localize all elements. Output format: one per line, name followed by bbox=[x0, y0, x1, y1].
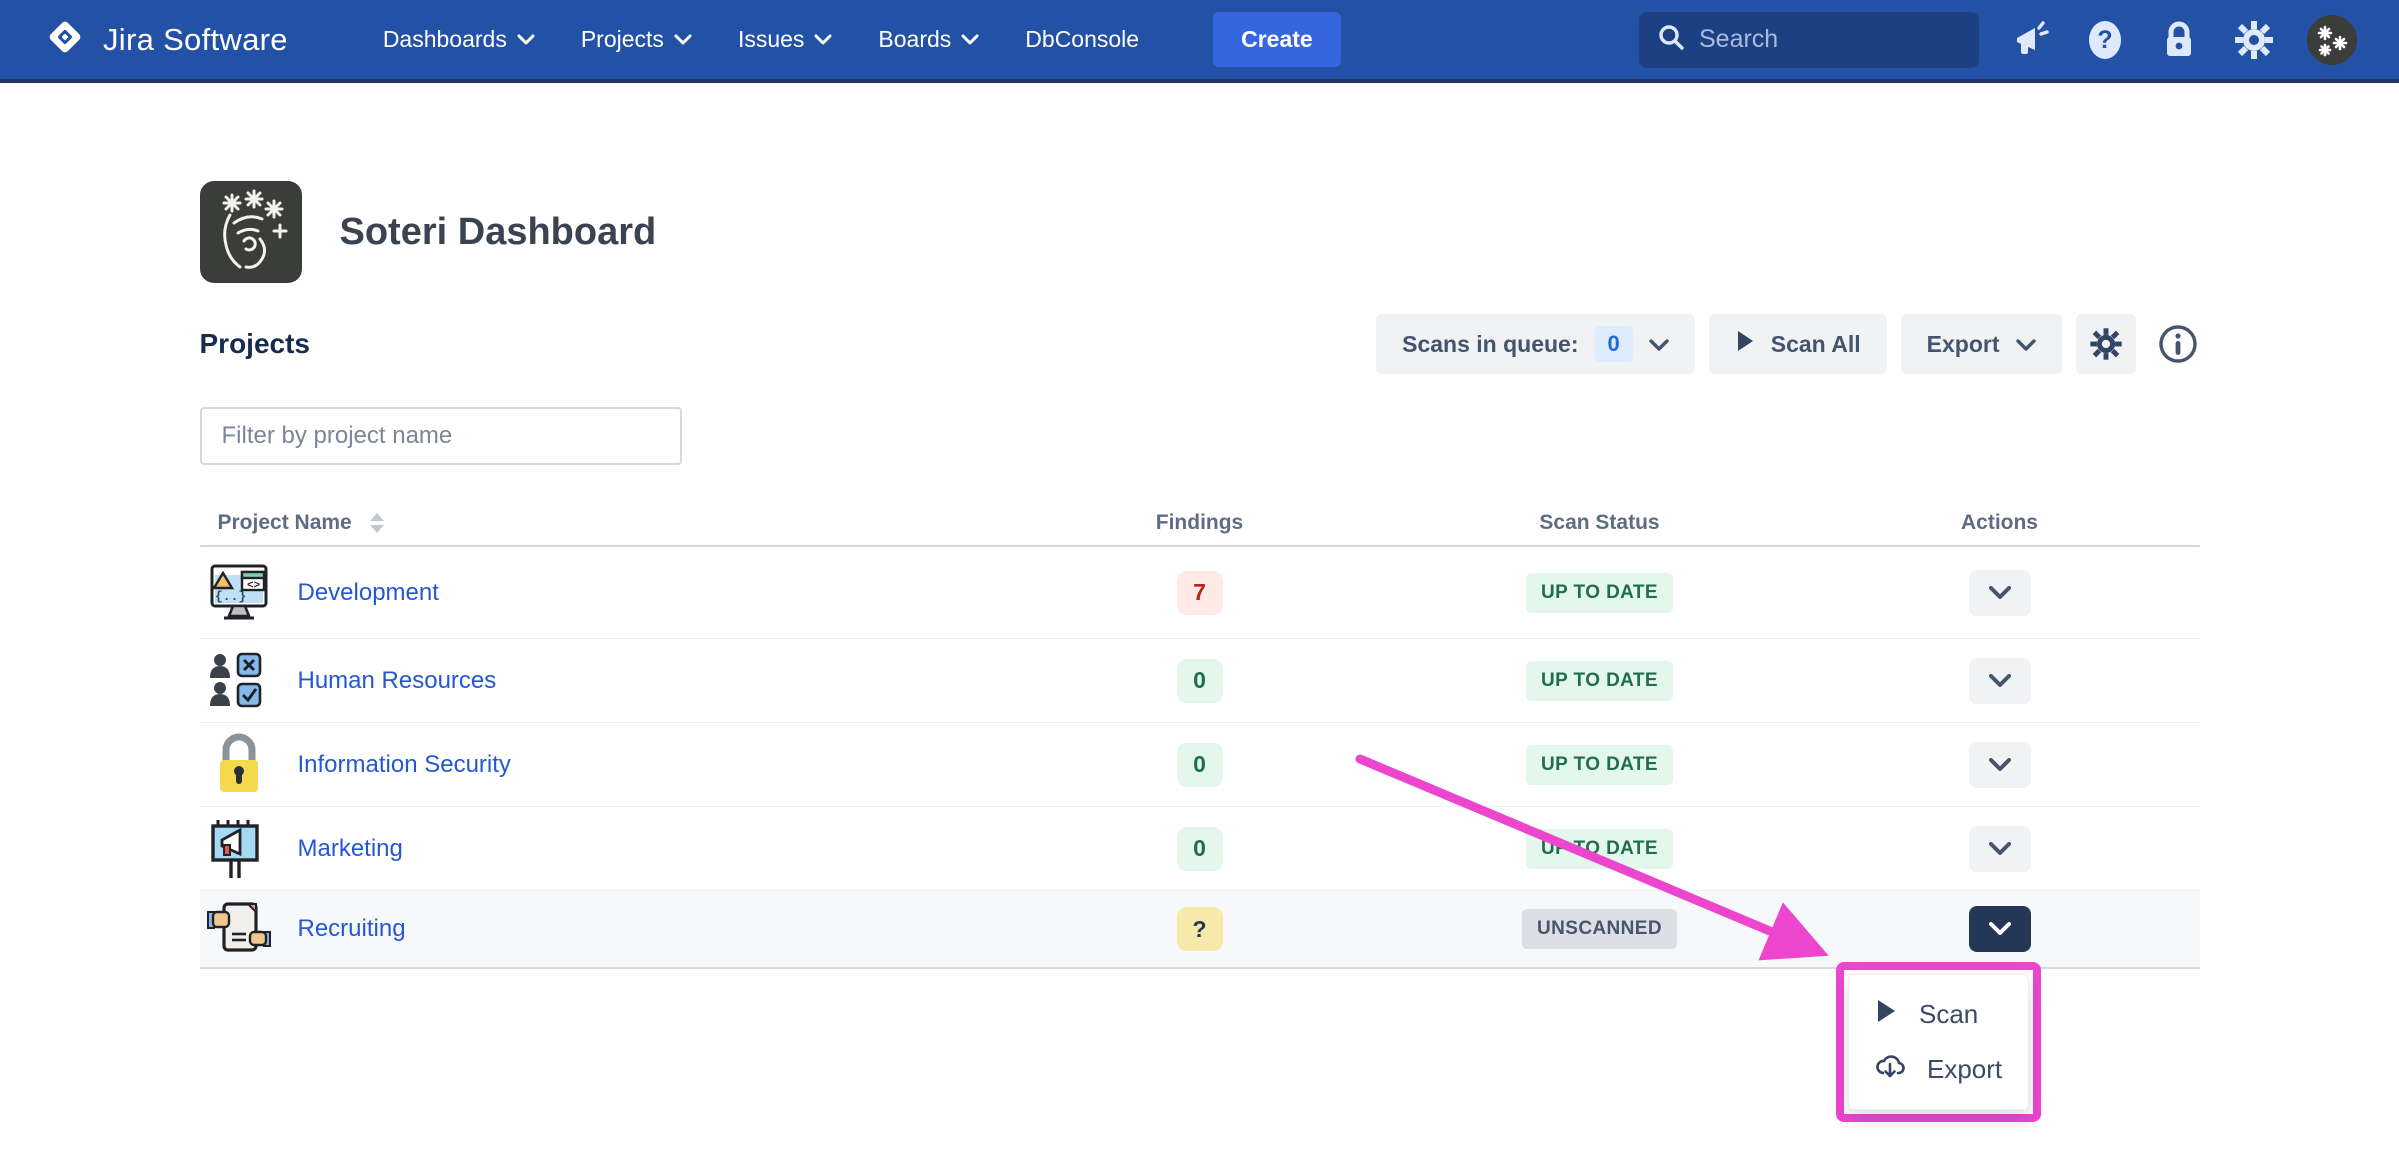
nav-projects[interactable]: Projects bbox=[581, 26, 692, 53]
projects-toolbar: Scans in queue: 0 Scan All Export bbox=[1376, 314, 2199, 374]
scans-in-queue-button[interactable]: Scans in queue: 0 bbox=[1376, 314, 1695, 374]
nav-dashboards[interactable]: Dashboards bbox=[383, 26, 535, 53]
scan-status-badge: UNSCANNED bbox=[1522, 909, 1677, 949]
chevron-down-icon bbox=[814, 34, 832, 46]
findings-badge: 7 bbox=[1176, 570, 1223, 615]
table-header-row: Project Name Findings Scan Status Action… bbox=[199, 501, 2200, 547]
information-security-project-icon bbox=[206, 732, 272, 798]
lock-icon[interactable] bbox=[2157, 18, 2201, 62]
search-icon bbox=[1657, 23, 1685, 56]
nav-boards[interactable]: Boards bbox=[878, 26, 979, 53]
marketing-project-icon bbox=[206, 816, 272, 882]
app-header: Soteri Dashboard bbox=[199, 181, 2200, 283]
row-actions-button[interactable] bbox=[1968, 825, 2031, 872]
findings-badge: ? bbox=[1176, 907, 1223, 951]
scan-status-badge: UP TO DATE bbox=[1526, 572, 1673, 613]
navbar-search[interactable] bbox=[1639, 11, 1979, 68]
chevron-down-icon bbox=[674, 34, 692, 46]
row-actions-button-open[interactable] bbox=[1968, 906, 2031, 952]
table-row: Recruiting ? UNSCANNED bbox=[199, 891, 2200, 969]
info-icon[interactable] bbox=[2156, 322, 2200, 366]
chevron-down-icon bbox=[1649, 331, 1669, 358]
development-project-icon: {..} <> bbox=[206, 560, 272, 626]
svg-text:<>: <> bbox=[247, 580, 261, 592]
project-filter-input[interactable] bbox=[199, 407, 682, 465]
sort-icon bbox=[369, 513, 384, 533]
cloud-download-icon bbox=[1875, 1053, 1905, 1086]
gear-icon[interactable] bbox=[2231, 17, 2277, 63]
scan-status-badge: UP TO DATE bbox=[1526, 660, 1673, 701]
row-actions-button[interactable] bbox=[1968, 657, 2031, 704]
chevron-down-icon bbox=[2015, 331, 2036, 358]
scan-status-badge: UP TO DATE bbox=[1526, 828, 1673, 869]
row-actions-dropdown-menu: Scan Export bbox=[1848, 974, 2029, 1110]
column-header-actions: Actions bbox=[1960, 511, 2038, 534]
findings-badge: 0 bbox=[1176, 742, 1223, 787]
findings-badge: 0 bbox=[1176, 826, 1223, 871]
soteri-logo-icon bbox=[199, 181, 302, 283]
projects-table: Project Name Findings Scan Status Action… bbox=[199, 501, 2200, 969]
search-input[interactable] bbox=[1699, 25, 1961, 54]
nav-issues[interactable]: Issues bbox=[738, 26, 832, 53]
main-content: Soteri Dashboard Projects Scans in queue… bbox=[199, 181, 2200, 969]
menu-item-export[interactable]: Export bbox=[1849, 1043, 2028, 1096]
top-navbar: Jira Software Dashboards Projects Issues… bbox=[0, 0, 2399, 83]
jira-logo-icon bbox=[42, 14, 88, 65]
table-row: Marketing 0 UP TO DATE bbox=[199, 807, 2200, 891]
annotation-highlight-box: Scan Export bbox=[1836, 962, 2041, 1122]
row-actions-button[interactable] bbox=[1968, 741, 2031, 788]
main-nav: Dashboards Projects Issues Boards DbCons… bbox=[383, 12, 1341, 67]
project-link-marketing[interactable]: Marketing bbox=[297, 834, 403, 862]
jira-brand[interactable]: Jira Software bbox=[42, 14, 288, 65]
help-icon[interactable]: ? bbox=[2083, 18, 2127, 62]
table-row: {..} <> Development 7 UP TO DATE bbox=[199, 547, 2200, 639]
table-row: Human Resources 0 UP TO DATE bbox=[199, 639, 2200, 723]
page-title: Soteri Dashboard bbox=[339, 210, 657, 253]
scan-status-badge: UP TO DATE bbox=[1526, 744, 1673, 785]
chevron-down-icon bbox=[961, 34, 979, 46]
nav-dbconsole[interactable]: DbConsole bbox=[1025, 26, 1140, 52]
chevron-down-icon bbox=[517, 34, 535, 46]
project-link-development[interactable]: Development bbox=[297, 578, 439, 606]
create-button[interactable]: Create bbox=[1213, 12, 1341, 67]
announcement-icon[interactable] bbox=[2009, 18, 2053, 62]
human-resources-project-icon bbox=[206, 648, 272, 714]
navbar-right: ? bbox=[1639, 11, 2357, 68]
queue-count-badge: 0 bbox=[1594, 326, 1633, 362]
column-header-findings: Findings bbox=[1155, 511, 1244, 534]
user-avatar[interactable] bbox=[2307, 14, 2357, 65]
play-icon bbox=[1735, 329, 1755, 359]
play-icon bbox=[1875, 998, 1897, 1031]
svg-text:{..}: {..} bbox=[215, 589, 246, 604]
projects-heading: Projects bbox=[199, 328, 311, 359]
findings-badge: 0 bbox=[1176, 658, 1223, 703]
project-link-recruiting[interactable]: Recruiting bbox=[297, 915, 406, 942]
brand-text: Jira Software bbox=[103, 21, 288, 57]
recruiting-project-icon bbox=[206, 896, 272, 962]
row-actions-button[interactable] bbox=[1968, 569, 2031, 616]
column-header-scan-status: Scan Status bbox=[1539, 511, 1660, 534]
project-link-information-security[interactable]: Information Security bbox=[297, 750, 511, 778]
settings-gear-button[interactable] bbox=[2075, 314, 2136, 374]
column-header-project-name[interactable]: Project Name bbox=[200, 511, 1000, 535]
svg-text:?: ? bbox=[2097, 26, 2112, 54]
project-link-human-resources[interactable]: Human Resources bbox=[297, 666, 497, 694]
menu-item-scan[interactable]: Scan bbox=[1849, 988, 2028, 1041]
table-row: Information Security 0 UP TO DATE bbox=[199, 723, 2200, 807]
export-button[interactable]: Export bbox=[1900, 314, 2062, 374]
scan-all-button[interactable]: Scan All bbox=[1708, 314, 1887, 374]
